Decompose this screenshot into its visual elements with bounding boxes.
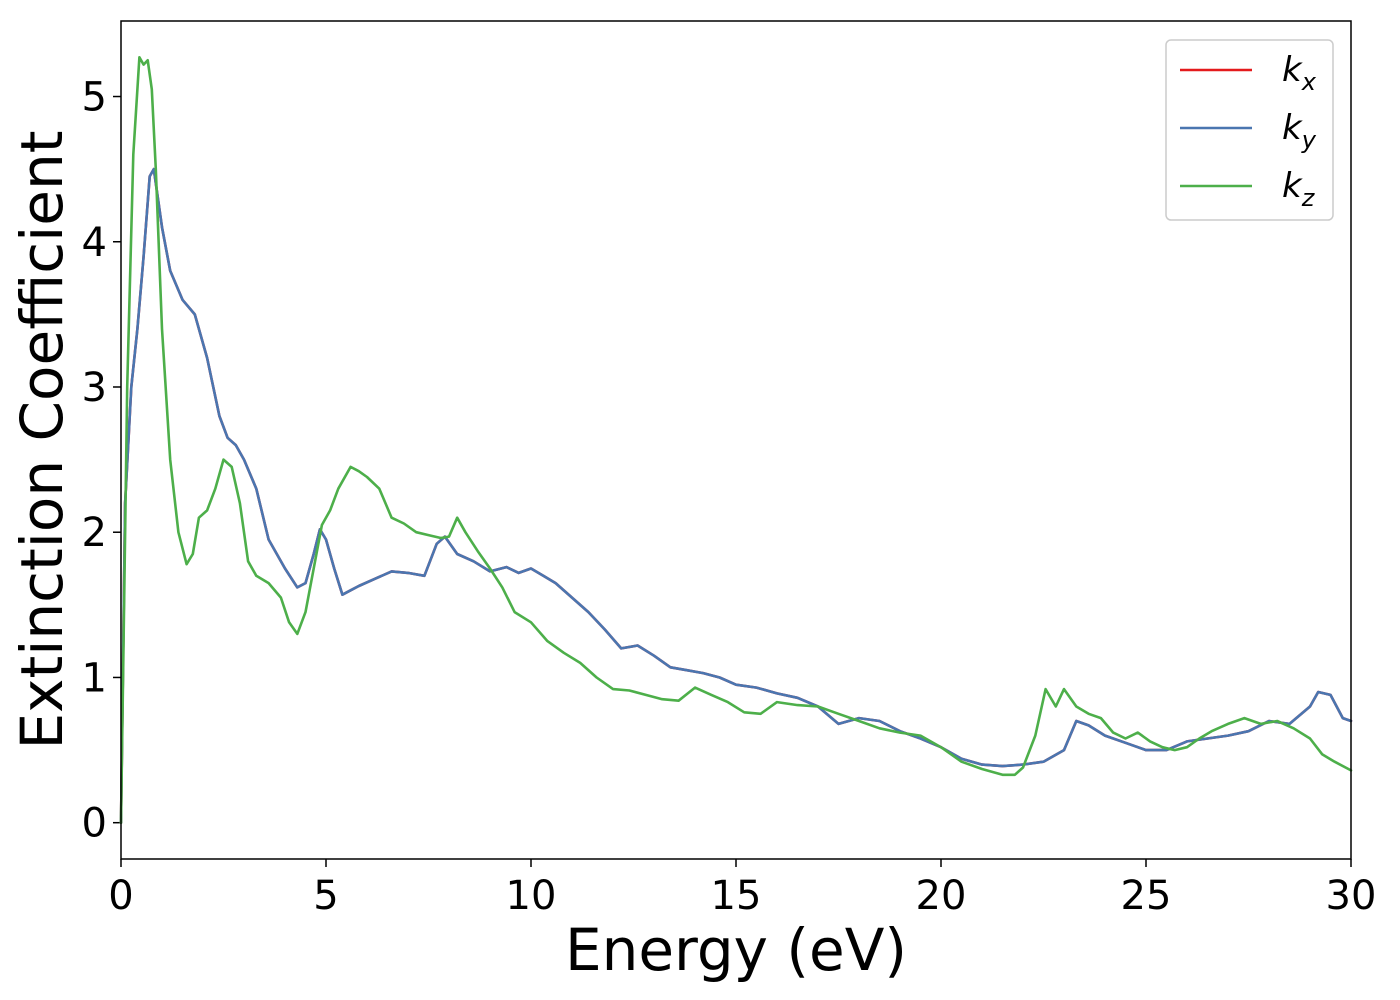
- y-tick-label: 4: [82, 220, 107, 266]
- series-line-k-x: [119, 167, 1353, 824]
- legend-label-main: k: [1282, 166, 1303, 206]
- y-tick-label: 5: [82, 75, 107, 121]
- plot-frame: [120, 20, 1352, 860]
- y-axis-label: Extinction Coefficient: [8, 131, 76, 750]
- y-tick-label: 2: [82, 510, 107, 556]
- series-layer: [119, 56, 1353, 824]
- y-tick-label: 0: [82, 801, 107, 847]
- y-axis-ticks: 0 1 2 3 4 5: [82, 75, 121, 847]
- y-tick-label: 1: [82, 655, 107, 701]
- x-tick-label: 15: [711, 873, 762, 919]
- series-line-k-z: [119, 56, 1353, 824]
- legend-box: [1165, 39, 1334, 221]
- legend-label-sub: z: [1301, 184, 1316, 212]
- legend-label: ky: [1282, 108, 1317, 154]
- x-tick-label: 5: [313, 873, 338, 919]
- legend-label-sub: y: [1301, 126, 1317, 154]
- series-line-k-y: [119, 167, 1353, 824]
- x-axis-label: Energy (eV): [565, 916, 907, 984]
- x-tick-label: 20: [916, 873, 967, 919]
- x-tick-label: 25: [1121, 873, 1172, 919]
- legend-label: kz: [1282, 166, 1316, 212]
- legend-label: kx: [1282, 50, 1317, 96]
- legend-label-sub: x: [1301, 68, 1317, 96]
- legend-label-main: k: [1282, 108, 1303, 148]
- y-tick-label: 3: [82, 365, 107, 411]
- x-tick-label: 30: [1326, 873, 1377, 919]
- legend-label-main: k: [1282, 50, 1303, 90]
- x-tick-label: 0: [108, 873, 133, 919]
- x-axis-ticks: 0 5 10 15 20 25 30: [108, 859, 1376, 919]
- x-tick-label: 10: [506, 873, 557, 919]
